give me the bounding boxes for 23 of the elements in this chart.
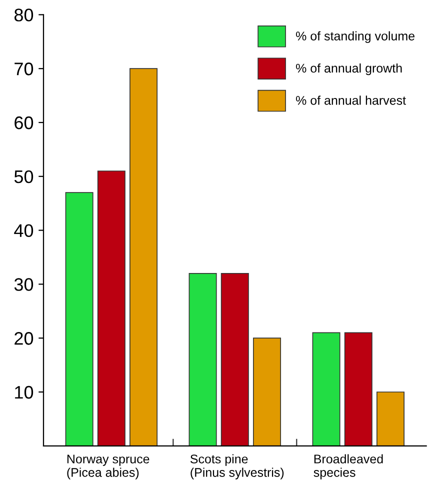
bar — [220, 273, 249, 446]
y-tick-label: 20 — [14, 332, 34, 345]
bar — [253, 338, 282, 446]
y-tick-label: 40 — [14, 224, 34, 238]
x-tick-label: Broadleaved species — [314, 454, 383, 480]
x-tick-label: Norway spruce (Picea abies) — [67, 454, 150, 480]
y-tick-label: 60 — [14, 116, 34, 130]
y-tick-label: 70 — [14, 62, 34, 76]
y-tick-label: 80 — [14, 8, 34, 22]
bar — [65, 192, 94, 446]
x-tick-label: Scots pine (Pinus sylvestris) — [190, 454, 284, 480]
bar — [188, 273, 217, 446]
y-tick-label: 10 — [15, 386, 34, 399]
bar — [376, 392, 404, 446]
bar — [97, 170, 126, 446]
y-tick-label: 50 — [14, 170, 34, 184]
legend-label: % of standing volume — [296, 31, 414, 43]
y-tick-label: 30 — [14, 278, 34, 291]
bar — [312, 332, 340, 446]
bar — [130, 68, 158, 446]
bar — [344, 332, 372, 446]
legend-label: % of annual growth — [296, 63, 402, 76]
legend-label: % of annual harvest — [296, 96, 406, 105]
